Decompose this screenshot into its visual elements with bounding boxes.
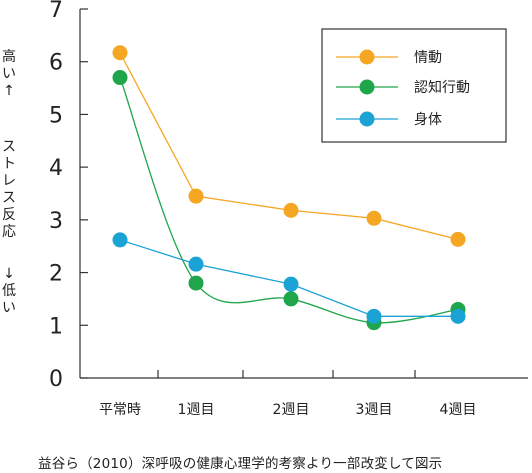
y-label-char: 低 — [2, 283, 16, 299]
legend-label: 認知行動 — [414, 79, 470, 96]
data-point — [112, 45, 128, 61]
y-label-char: ト — [2, 156, 16, 172]
data-point — [366, 210, 382, 226]
data-point — [283, 291, 299, 307]
x-tick-label: 4週目 — [440, 402, 477, 418]
data-point — [450, 308, 466, 324]
y-label-char: 反 — [2, 207, 16, 223]
data-point — [283, 202, 299, 218]
y-label-high: 高い ↑ — [0, 49, 18, 100]
y-label-char: ス — [2, 139, 16, 155]
data-point — [112, 70, 128, 86]
legend-marker — [359, 111, 375, 127]
y-label-char: 応 — [2, 224, 16, 240]
y-tick-label: 5 — [49, 103, 63, 128]
y-label-low: ↓ 低い — [0, 266, 18, 317]
legend-marker — [359, 49, 375, 65]
axes — [79, 8, 528, 379]
source-caption: 益谷ら（2010）深呼吸の健康心理学的考察より一部改変して図示 — [38, 456, 443, 472]
y-tick-label: 2 — [49, 262, 63, 287]
y-label-char: ス — [2, 190, 16, 206]
y-tick-label: 4 — [49, 156, 63, 181]
data-point — [188, 275, 204, 291]
series-line-2 — [119, 77, 459, 324]
data-point — [188, 256, 204, 272]
data-point — [450, 231, 466, 247]
legend-box — [321, 28, 507, 143]
data-point — [188, 188, 204, 204]
data-point — [366, 308, 382, 324]
legend-label: 情動 — [414, 50, 442, 66]
y-label-char: レ — [2, 173, 16, 189]
y-label-char: ↑ — [3, 83, 15, 99]
x-tick-label: 1週目 — [178, 402, 215, 418]
x-tick-label: 3週目 — [356, 402, 393, 418]
data-point — [112, 232, 128, 248]
legend-label: 身体 — [414, 112, 442, 128]
y-axis-ticks: 0 1 2 3 4 5 6 7 — [49, 0, 63, 392]
y-tick-label: 7 — [49, 0, 63, 23]
x-axis-ticks: 平常時 1週目 2週目 3週目 4週目 — [99, 402, 476, 418]
y-tick-label: 0 — [49, 367, 63, 392]
y-label-char: 高 — [2, 49, 16, 65]
x-tick-label: 2週目 — [273, 402, 310, 418]
y-tick-label: 3 — [49, 209, 63, 234]
y-label-char: い — [2, 300, 16, 316]
data-point — [283, 276, 299, 292]
y-tick-label: 6 — [49, 51, 63, 76]
y-label-char: い — [2, 66, 16, 82]
y-tick-label: 1 — [49, 314, 63, 339]
legend-marker — [359, 79, 375, 95]
y-axis-title: ストレス反応 — [0, 139, 18, 241]
x-tick-label: 平常時 — [99, 402, 141, 418]
series-points — [112, 45, 466, 331]
y-label-char: ↓ — [3, 266, 15, 282]
